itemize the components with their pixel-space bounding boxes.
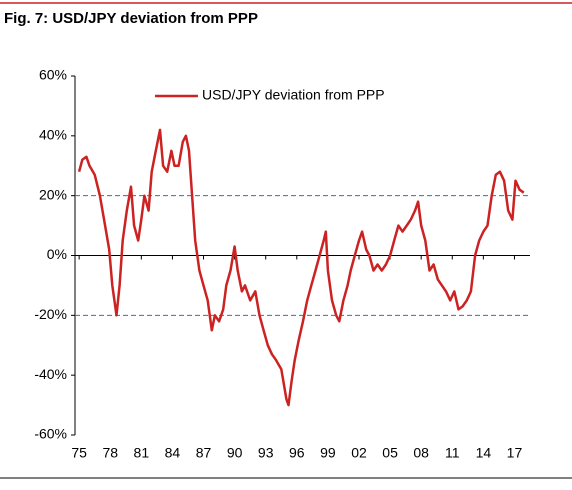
- legend-label: USD/JPY deviation from PPP: [202, 87, 385, 103]
- x-tick-label: 11: [445, 445, 460, 461]
- y-tick-label: -20%: [34, 306, 67, 322]
- x-tick-label: 78: [102, 445, 118, 461]
- y-tick-label: -40%: [34, 366, 67, 382]
- x-tick-label: 84: [165, 445, 181, 461]
- x-tick-label: 02: [351, 445, 367, 461]
- chart-title: Fig. 7: USD/JPY deviation from PPP: [4, 10, 258, 27]
- y-tick-label: 60%: [39, 67, 67, 83]
- y-tick-label: 20%: [39, 186, 67, 202]
- x-tick-label: 81: [134, 445, 150, 461]
- x-tick-label: 87: [196, 445, 212, 461]
- x-tick-label: 99: [320, 445, 336, 461]
- data-line: [77, 128, 525, 407]
- y-tick-label: -60%: [34, 426, 67, 442]
- x-tick-label: 14: [476, 445, 492, 461]
- x-tick-label: 90: [227, 445, 243, 461]
- y-tick-label: 40%: [39, 127, 67, 143]
- x-tick-label: 93: [258, 445, 274, 461]
- x-tick-label: 75: [71, 445, 87, 461]
- x-tick-label: 05: [382, 445, 398, 461]
- x-tick-label: 96: [289, 445, 305, 461]
- x-tick-label: 17: [507, 445, 523, 461]
- y-tick-label: 0%: [47, 246, 67, 262]
- x-tick-label: 08: [413, 445, 429, 461]
